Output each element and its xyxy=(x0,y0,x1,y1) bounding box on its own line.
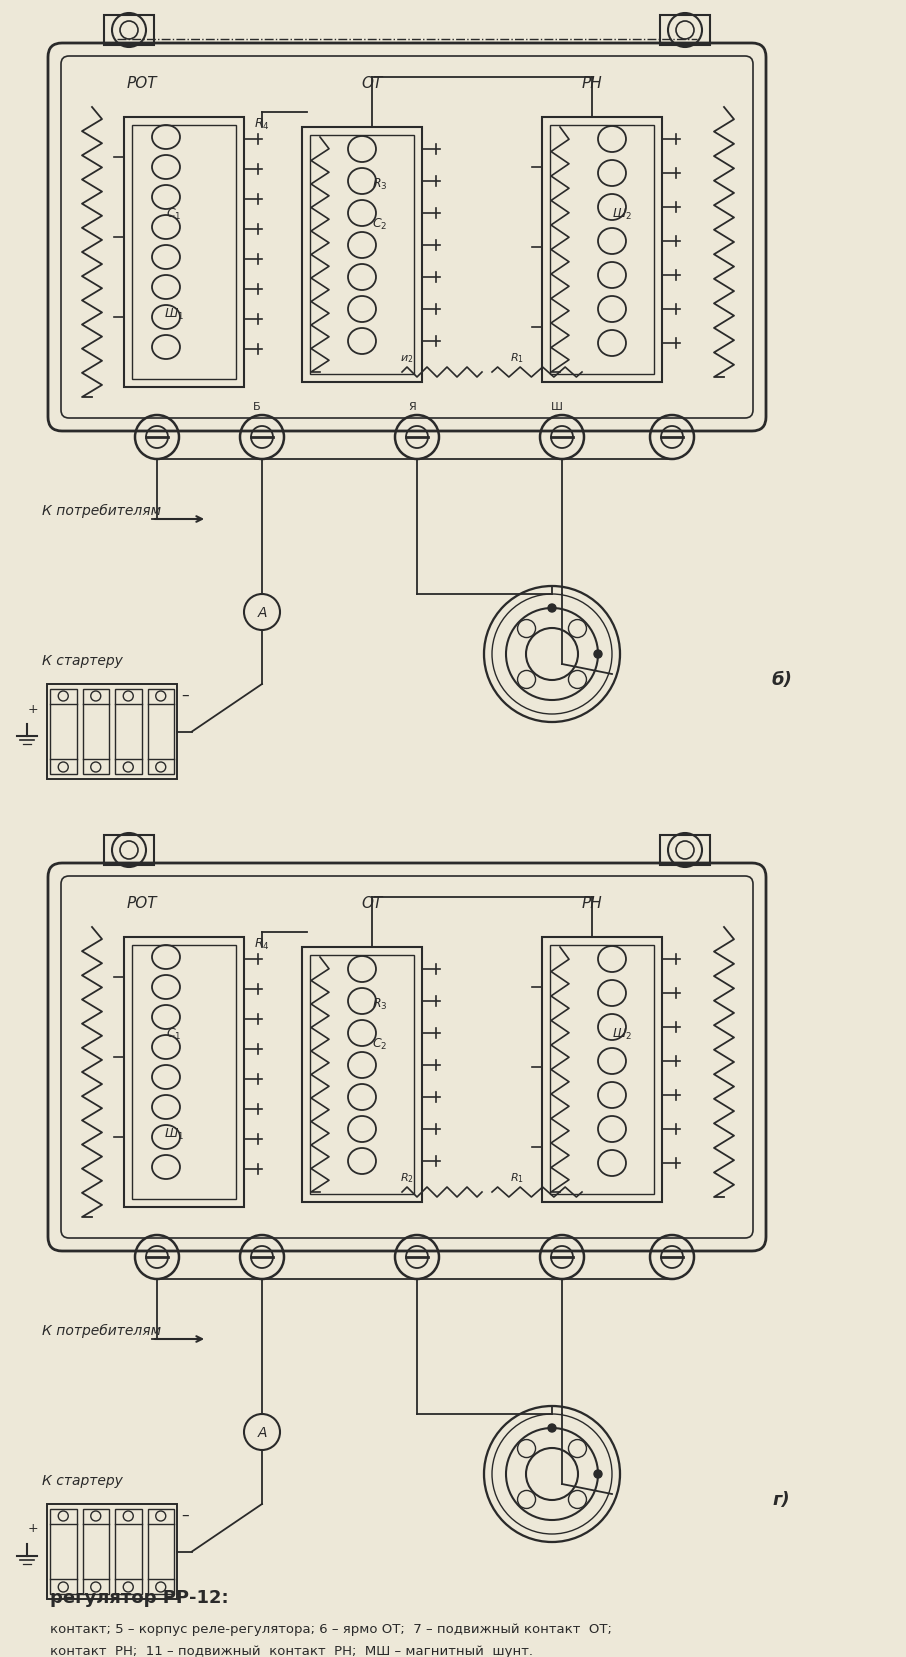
Text: контакт  РН;  11 – подвижный  контакт  РН;  МШ – магнитный  шунт.: контакт РН; 11 – подвижный контакт РН; М… xyxy=(50,1644,533,1657)
Text: +: + xyxy=(28,1521,38,1534)
Text: +: + xyxy=(28,703,38,716)
Text: $R_1$: $R_1$ xyxy=(510,1170,524,1185)
Text: –: – xyxy=(181,1508,188,1523)
Circle shape xyxy=(594,651,602,658)
Text: ОТ: ОТ xyxy=(361,76,382,91)
Bar xyxy=(310,136,414,374)
Text: ОТ: ОТ xyxy=(361,895,382,910)
Text: $R_4$: $R_4$ xyxy=(255,936,270,951)
Text: РОТ: РОТ xyxy=(127,895,158,910)
Text: К потребителям: К потребителям xyxy=(42,1322,161,1337)
Bar xyxy=(47,684,177,779)
Bar xyxy=(310,956,414,1195)
Bar xyxy=(302,948,422,1203)
Text: г): г) xyxy=(772,1490,790,1508)
Text: $R_4$: $R_4$ xyxy=(255,118,270,133)
Bar xyxy=(148,689,174,774)
Text: $Ш_1$: $Ш_1$ xyxy=(164,307,184,321)
Bar xyxy=(542,938,662,1203)
Text: РОТ: РОТ xyxy=(127,76,158,91)
Bar xyxy=(550,126,654,374)
Circle shape xyxy=(548,1423,556,1432)
Bar xyxy=(50,689,76,774)
Text: К потребителям: К потребителям xyxy=(42,504,161,517)
Bar xyxy=(302,128,422,383)
Text: $С_2$: $С_2$ xyxy=(372,217,388,232)
Bar xyxy=(132,126,236,379)
Bar xyxy=(660,835,710,865)
Bar xyxy=(124,938,244,1208)
Text: $R_1$: $R_1$ xyxy=(510,351,524,365)
Text: $Ш_1$: $Ш_1$ xyxy=(164,1127,184,1142)
Text: б): б) xyxy=(772,671,793,689)
Text: регулятор РР-12:: регулятор РР-12: xyxy=(50,1587,228,1606)
Bar xyxy=(148,1510,174,1594)
Bar xyxy=(550,946,654,1195)
Text: $Ш_2$: $Ш_2$ xyxy=(612,207,632,222)
Text: $С_1$: $С_1$ xyxy=(167,1026,182,1042)
Bar xyxy=(104,17,154,46)
Text: А: А xyxy=(257,1425,266,1440)
Text: –: – xyxy=(181,688,188,703)
Bar xyxy=(542,118,662,383)
Text: Ш: Ш xyxy=(551,401,563,411)
Bar xyxy=(124,118,244,388)
Text: К стартеру: К стартеру xyxy=(42,1473,123,1486)
Text: $R_3$: $R_3$ xyxy=(372,177,388,192)
Text: РН: РН xyxy=(582,895,602,910)
Text: $и_2$: $и_2$ xyxy=(400,353,414,365)
Text: Б: Б xyxy=(253,401,261,411)
Circle shape xyxy=(594,1470,602,1478)
Bar xyxy=(50,1510,76,1594)
Text: $R_2$: $R_2$ xyxy=(400,1170,414,1185)
Bar xyxy=(82,1510,109,1594)
Text: А: А xyxy=(257,606,266,620)
Text: $С_2$: $С_2$ xyxy=(372,1036,388,1052)
Bar xyxy=(115,689,141,774)
Text: $С_1$: $С_1$ xyxy=(167,207,182,222)
Text: К стартеру: К стартеру xyxy=(42,653,123,668)
Bar xyxy=(115,1510,141,1594)
Bar xyxy=(132,946,236,1200)
Bar xyxy=(82,689,109,774)
Text: $R_3$: $R_3$ xyxy=(372,996,388,1011)
Circle shape xyxy=(548,605,556,613)
Bar xyxy=(104,835,154,865)
Text: контакт; 5 – корпус реле-регулятора; 6 – ярмо ОТ;  7 – подвижный контакт  ОТ;: контакт; 5 – корпус реле-регулятора; 6 –… xyxy=(50,1622,612,1635)
Text: $Ш_2$: $Ш_2$ xyxy=(612,1026,632,1042)
Text: РН: РН xyxy=(582,76,602,91)
Bar xyxy=(660,17,710,46)
Text: Я: Я xyxy=(408,401,416,411)
Bar xyxy=(47,1505,177,1599)
